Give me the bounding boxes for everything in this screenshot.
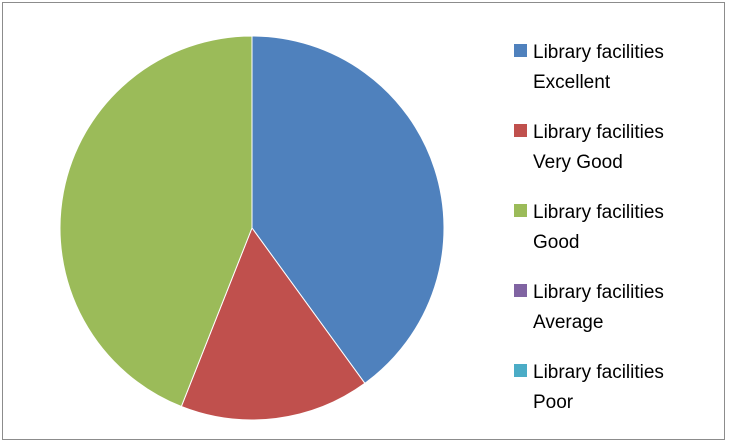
legend-item: Library facilities Excellent	[514, 38, 704, 98]
legend-label: Library facilities Average	[533, 282, 664, 333]
legend-item: Library facilities Poor	[514, 358, 704, 418]
legend-swatch	[514, 284, 527, 297]
chart-border	[2, 2, 725, 440]
legend-item: Library facilities Very Good	[514, 118, 704, 178]
legend-item: Library facilities Average	[514, 278, 704, 338]
legend-label: Library facilities Good	[533, 202, 664, 253]
legend-swatch	[514, 44, 527, 57]
pie-slice	[59, 35, 253, 408]
legend-label: Library facilities Excellent	[533, 42, 664, 93]
legend-item: Library facilities Good	[514, 198, 704, 258]
pie-slice	[251, 35, 445, 385]
legend-swatch	[514, 204, 527, 217]
legend-swatch	[514, 364, 527, 377]
legend-label: Library facilities Poor	[533, 362, 664, 413]
pie-slice	[180, 226, 366, 421]
legend-label: Library facilities Very Good	[533, 122, 664, 173]
legend-swatch	[514, 124, 527, 137]
